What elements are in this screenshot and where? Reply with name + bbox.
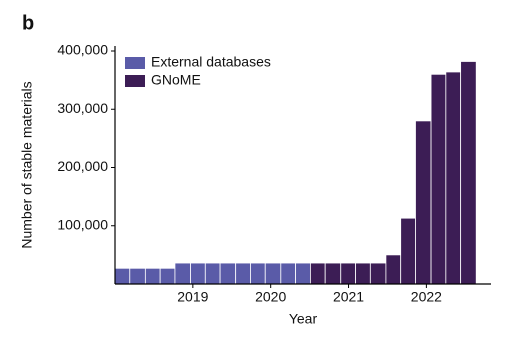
y-tick-label: 400,000 (57, 42, 108, 58)
panel-label: b (22, 12, 34, 34)
y-axis-label: Number of stable materials (19, 81, 35, 248)
x-tick-label: 2022 (411, 289, 442, 305)
bar (264, 262, 282, 285)
bar (295, 262, 311, 285)
bar (460, 61, 477, 285)
legend-swatch (125, 57, 145, 69)
x-tick-label: 2021 (333, 289, 364, 305)
bar (204, 262, 221, 285)
bar (445, 71, 462, 285)
bar (190, 262, 206, 285)
bar (114, 267, 131, 285)
x-tick-label: 2019 (177, 289, 208, 305)
bar (129, 267, 146, 285)
legend-label: External databases (151, 54, 271, 70)
y-tick-label: 100,000 (57, 216, 108, 232)
bar (144, 267, 161, 285)
bar (219, 262, 237, 285)
bar (250, 262, 266, 285)
y-tick-label: 200,000 (57, 158, 108, 174)
bar (430, 73, 447, 285)
x-axis-label: Year (289, 311, 318, 327)
bar (309, 262, 326, 285)
bar (340, 262, 356, 285)
bar (400, 217, 416, 285)
y-tick-label: 300,000 (57, 100, 108, 116)
x-tick-label: 2020 (255, 289, 286, 305)
bar (385, 254, 402, 285)
legend-swatch (125, 75, 145, 87)
bar (280, 262, 297, 285)
bar (235, 262, 251, 285)
bar (324, 262, 342, 285)
legend-label: GNoME (151, 72, 201, 88)
bar (159, 267, 176, 285)
bar (174, 262, 191, 285)
bar (415, 120, 432, 285)
bar (355, 262, 371, 285)
bar (369, 262, 387, 285)
